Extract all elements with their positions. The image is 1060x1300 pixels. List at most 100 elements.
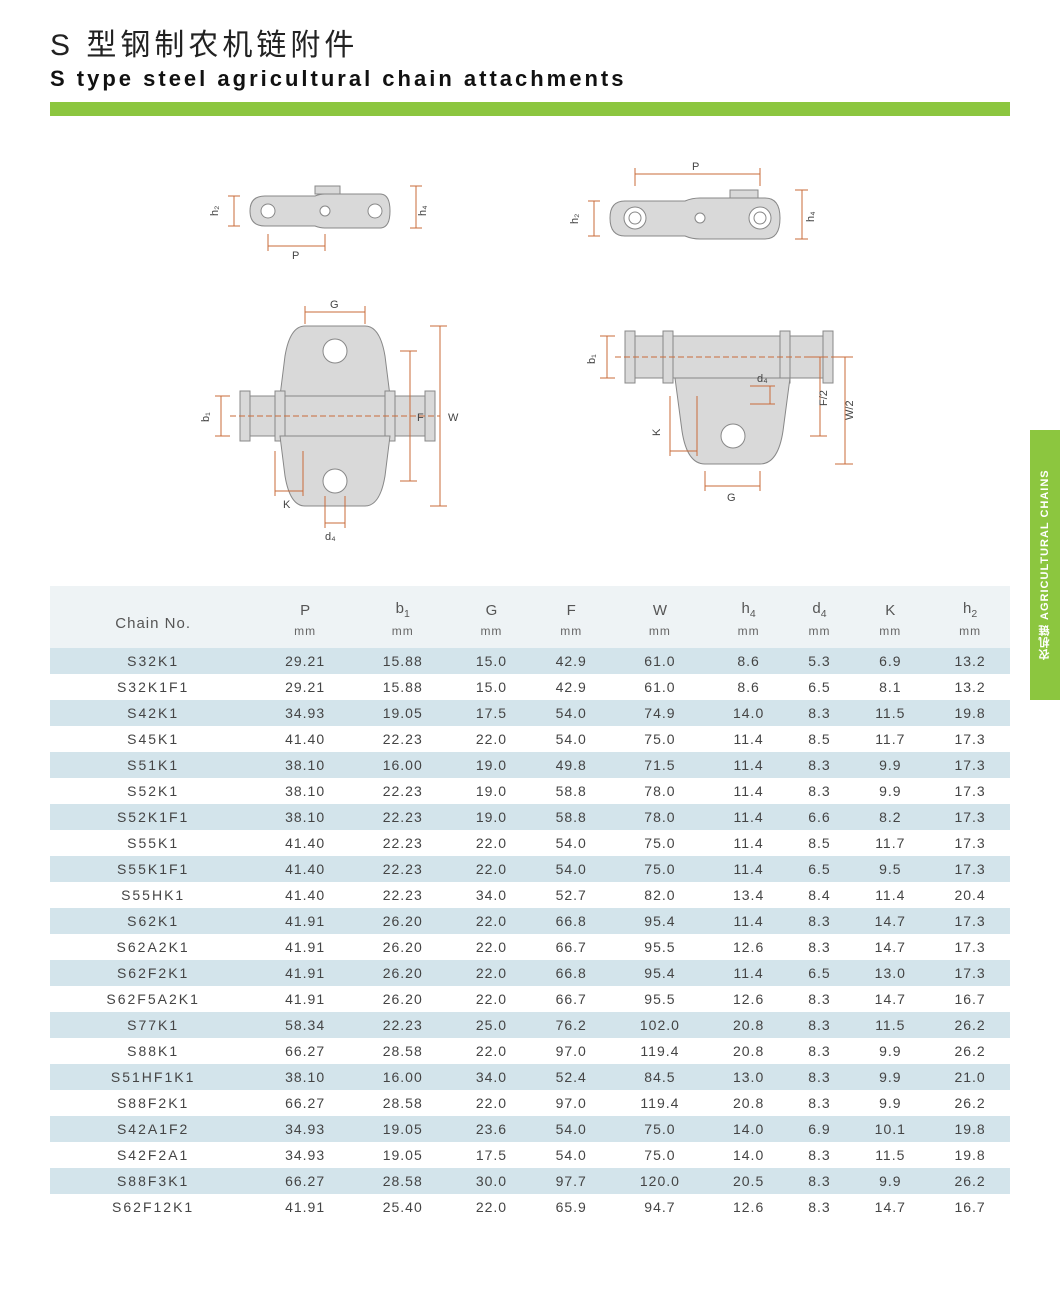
cell-value: 21.0 bbox=[930, 1064, 1010, 1090]
table-row: S51K138.1016.0019.049.871.511.48.39.917.… bbox=[50, 752, 1010, 778]
cell-value: 66.7 bbox=[531, 934, 611, 960]
table-row: S88F3K166.2728.5830.097.7120.020.58.39.9… bbox=[50, 1168, 1010, 1194]
cell-value: 94.7 bbox=[611, 1194, 709, 1220]
unit-d4: mm bbox=[789, 622, 851, 648]
cell-value: 17.3 bbox=[930, 856, 1010, 882]
cell-value: 34.0 bbox=[452, 882, 532, 908]
svg-text:P: P bbox=[292, 250, 299, 262]
cell-value: 13.2 bbox=[930, 674, 1010, 700]
cell-value: 22.23 bbox=[354, 1012, 452, 1038]
cell-value: 52.4 bbox=[531, 1064, 611, 1090]
cell-value: 14.7 bbox=[850, 908, 930, 934]
cell-value: 11.4 bbox=[709, 752, 789, 778]
cell-value: 54.0 bbox=[531, 856, 611, 882]
cell-value: 41.91 bbox=[256, 908, 354, 934]
cell-value: 74.9 bbox=[611, 700, 709, 726]
cell-value: 17.5 bbox=[452, 700, 532, 726]
cell-value: 38.10 bbox=[256, 752, 354, 778]
cell-value: 26.20 bbox=[354, 934, 452, 960]
cell-value: 120.0 bbox=[611, 1168, 709, 1194]
page: S 型钢制农机链附件 S type steel agricultural cha… bbox=[0, 0, 1060, 1260]
cell-value: 11.4 bbox=[709, 778, 789, 804]
cell-value: 9.5 bbox=[850, 856, 930, 882]
cell-value: 41.40 bbox=[256, 726, 354, 752]
cell-value: 22.0 bbox=[452, 1090, 532, 1116]
cell-chain: S62F2K1 bbox=[50, 960, 256, 986]
col-P: P bbox=[256, 586, 354, 622]
cell-chain: S52K1 bbox=[50, 778, 256, 804]
cell-value: 6.9 bbox=[850, 648, 930, 674]
cell-chain: S51HF1K1 bbox=[50, 1064, 256, 1090]
cell-value: 19.05 bbox=[354, 1116, 452, 1142]
svg-text:d₄: d₄ bbox=[757, 373, 768, 385]
cell-chain: S88F2K1 bbox=[50, 1090, 256, 1116]
cell-value: 75.0 bbox=[611, 1116, 709, 1142]
table-row: S77K158.3422.2325.076.2102.020.88.311.52… bbox=[50, 1012, 1010, 1038]
cell-value: 28.58 bbox=[354, 1090, 452, 1116]
title-english: S type steel agricultural chain attachme… bbox=[50, 66, 1010, 92]
cell-value: 22.0 bbox=[452, 908, 532, 934]
cell-value: 29.21 bbox=[256, 648, 354, 674]
cell-value: 26.20 bbox=[354, 908, 452, 934]
cell-value: 58.8 bbox=[531, 778, 611, 804]
cell-value: 38.10 bbox=[256, 1064, 354, 1090]
cell-value: 25.40 bbox=[354, 1194, 452, 1220]
table-row: S55K1F141.4022.2322.054.075.011.46.59.51… bbox=[50, 856, 1010, 882]
diagram-link-right: P h₂ h₄ bbox=[570, 156, 850, 266]
cell-value: 54.0 bbox=[531, 1116, 611, 1142]
cell-value: 22.0 bbox=[452, 934, 532, 960]
cell-value: 8.3 bbox=[789, 908, 851, 934]
cell-value: 11.4 bbox=[850, 882, 930, 908]
cell-value: 61.0 bbox=[611, 674, 709, 700]
cell-value: 41.91 bbox=[256, 986, 354, 1012]
cell-value: 41.91 bbox=[256, 960, 354, 986]
cell-value: 6.5 bbox=[789, 856, 851, 882]
cell-value: 8.2 bbox=[850, 804, 930, 830]
cell-value: 66.27 bbox=[256, 1090, 354, 1116]
cell-value: 8.3 bbox=[789, 778, 851, 804]
col-W: W bbox=[611, 586, 709, 622]
cell-value: 22.23 bbox=[354, 778, 452, 804]
cell-value: 119.4 bbox=[611, 1090, 709, 1116]
cell-chain: S32K1F1 bbox=[50, 674, 256, 700]
svg-text:h₂: h₂ bbox=[570, 214, 581, 224]
cell-value: 26.2 bbox=[930, 1012, 1010, 1038]
cell-value: 97.0 bbox=[531, 1038, 611, 1064]
svg-text:h₄: h₄ bbox=[805, 211, 817, 222]
cell-value: 6.5 bbox=[789, 674, 851, 700]
table-row: S42A1F234.9319.0523.654.075.014.06.910.1… bbox=[50, 1116, 1010, 1142]
cell-value: 13.2 bbox=[930, 648, 1010, 674]
cell-value: 34.93 bbox=[256, 1116, 354, 1142]
cell-chain: S55K1F1 bbox=[50, 856, 256, 882]
cell-value: 8.3 bbox=[789, 934, 851, 960]
cell-value: 9.9 bbox=[850, 1038, 930, 1064]
diagrams: h₂ h₄ P bbox=[50, 156, 1010, 546]
svg-text:h₄: h₄ bbox=[417, 205, 429, 216]
cell-value: 75.0 bbox=[611, 856, 709, 882]
cell-value: 28.58 bbox=[354, 1038, 452, 1064]
cell-value: 19.0 bbox=[452, 804, 532, 830]
cell-value: 15.0 bbox=[452, 648, 532, 674]
cell-value: 16.7 bbox=[930, 986, 1010, 1012]
cell-value: 42.9 bbox=[531, 674, 611, 700]
svg-text:b₁: b₁ bbox=[200, 412, 212, 422]
cell-value: 95.5 bbox=[611, 986, 709, 1012]
cell-value: 19.0 bbox=[452, 778, 532, 804]
cell-value: 14.7 bbox=[850, 1194, 930, 1220]
cell-value: 5.3 bbox=[789, 648, 851, 674]
cell-value: 9.9 bbox=[850, 752, 930, 778]
table-row: S45K141.4022.2322.054.075.011.48.511.717… bbox=[50, 726, 1010, 752]
cell-value: 9.9 bbox=[850, 778, 930, 804]
table-row: S88K166.2728.5822.097.0119.420.88.39.926… bbox=[50, 1038, 1010, 1064]
cell-value: 8.3 bbox=[789, 752, 851, 778]
cell-value: 22.23 bbox=[354, 856, 452, 882]
cell-value: 82.0 bbox=[611, 882, 709, 908]
table-row: S62K141.9126.2022.066.895.411.48.314.717… bbox=[50, 908, 1010, 934]
cell-value: 95.4 bbox=[611, 908, 709, 934]
cell-value: 8.4 bbox=[789, 882, 851, 908]
col-b1: b1 bbox=[354, 586, 452, 622]
unit-h2: mm bbox=[930, 622, 1010, 648]
cell-value: 22.0 bbox=[452, 856, 532, 882]
cell-value: 13.0 bbox=[850, 960, 930, 986]
svg-text:d₄: d₄ bbox=[325, 531, 336, 543]
